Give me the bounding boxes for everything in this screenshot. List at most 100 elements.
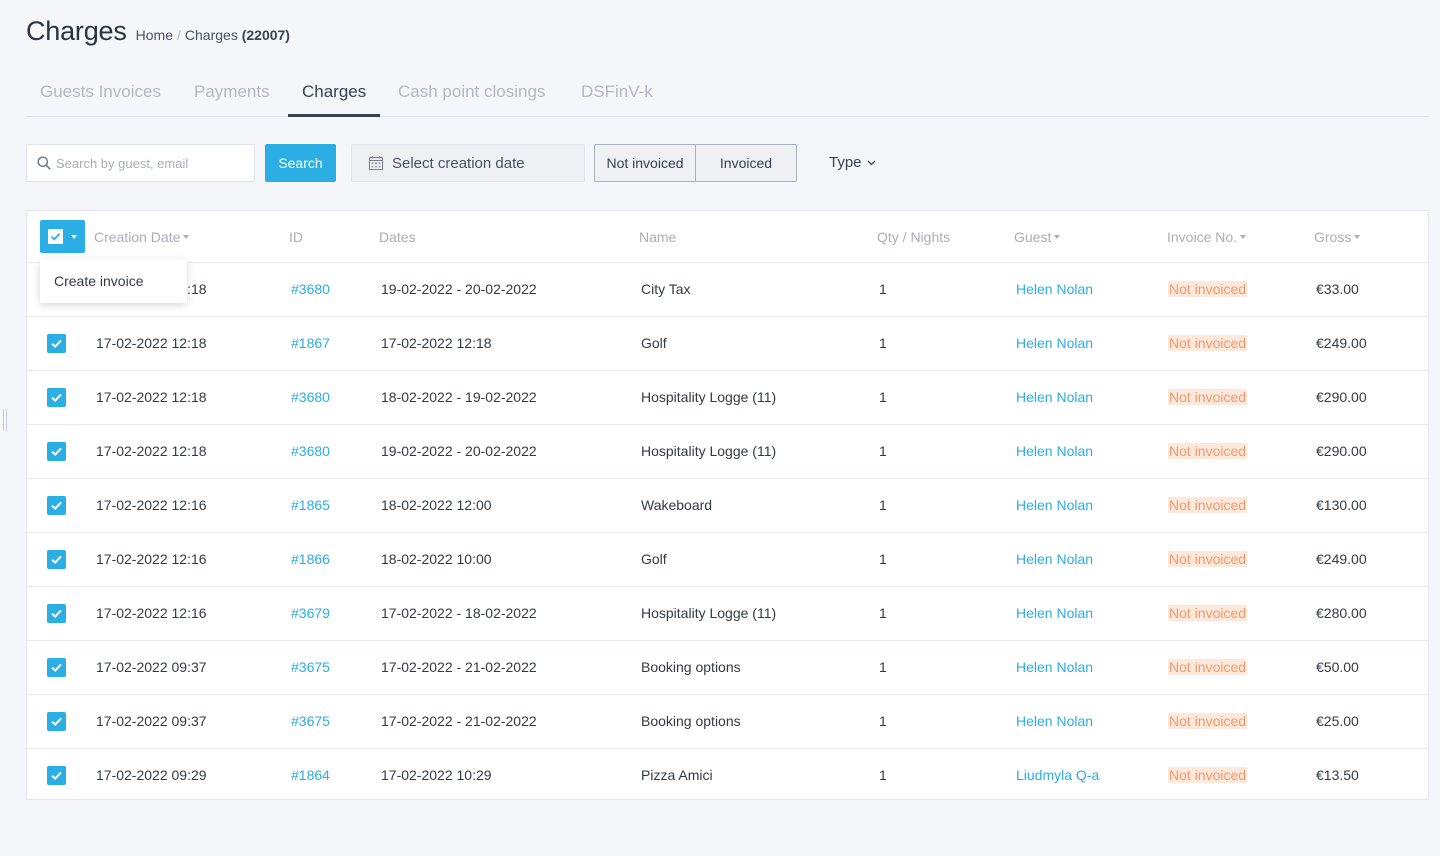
page-header: Charges Home / Charges (22007): [26, 16, 290, 47]
cell-dates: 17-02-2022 - 18-02-2022: [381, 605, 537, 621]
search-button[interactable]: Search: [265, 144, 336, 182]
cell-name: Golf: [641, 551, 667, 567]
cell-guest-link[interactable]: Helen Nolan: [1016, 335, 1094, 351]
cell-id-link[interactable]: #3680: [291, 281, 330, 297]
cell-guest-link[interactable]: Helen Nolan: [1016, 551, 1094, 567]
tab-dsfinv-k[interactable]: DSFinV-k: [581, 82, 653, 101]
status-badge: Not invoiced: [1168, 605, 1248, 621]
cell-id-link[interactable]: #1867: [291, 335, 330, 351]
cell-gross: €50.00: [1316, 659, 1359, 675]
cell-name: Hospitality Logge (11): [641, 605, 777, 621]
cell-id-link[interactable]: #3679: [291, 605, 330, 621]
breadcrumb-home[interactable]: Home: [135, 27, 174, 43]
cell-invoice-status: Not invoiced: [1168, 281, 1248, 297]
cell-id-link[interactable]: #1866: [291, 551, 330, 567]
cell-qty: 1: [879, 389, 887, 405]
filter-invoiced-button[interactable]: Invoiced: [696, 144, 797, 182]
cell-id-link[interactable]: #3680: [291, 389, 330, 405]
column-label: Qty / Nights: [877, 229, 951, 245]
filter-not-invoiced-button[interactable]: Not invoiced: [594, 144, 696, 182]
cell-guest-link[interactable]: Helen Nolan: [1016, 497, 1094, 513]
sort-caret-icon: [183, 235, 190, 239]
cell-id-link[interactable]: #3680: [291, 443, 330, 459]
invoice-status-filter: Not invoiced Invoiced: [594, 144, 797, 182]
type-dropdown[interactable]: Type: [829, 154, 876, 171]
column-header-invoice-no[interactable]: Invoice No.: [1167, 229, 1247, 245]
row-checkbox[interactable]: [47, 766, 66, 785]
row-checkbox[interactable]: [47, 388, 66, 407]
table-row: 17-02-2022 12:16 #1866 18-02-2022 10:00 …: [27, 533, 1428, 587]
row-checkbox[interactable]: [47, 496, 66, 515]
status-badge: Not invoiced: [1168, 659, 1248, 675]
resize-handle[interactable]: [3, 409, 7, 431]
row-checkbox[interactable]: [47, 712, 66, 731]
cell-creation-date: 17-02-2022 09:37: [96, 713, 207, 729]
cell-guest-link[interactable]: Helen Nolan: [1016, 659, 1094, 675]
row-checkbox[interactable]: [47, 604, 66, 623]
cell-gross: €290.00: [1316, 389, 1367, 405]
create-invoice-menu-item[interactable]: Create invoice: [54, 273, 144, 289]
bulk-actions-menu: Create invoice: [40, 259, 187, 303]
table-row: 17-02-2022 09:37 #3675 17-02-2022 - 21-0…: [27, 695, 1428, 749]
cell-qty: 1: [879, 713, 887, 729]
table-row: 17-02-2022 12:16 #3679 17-02-2022 - 18-0…: [27, 587, 1428, 641]
column-header-gross[interactable]: Gross: [1314, 229, 1361, 245]
cell-gross: €290.00: [1316, 443, 1367, 459]
cell-guest-link[interactable]: Helen Nolan: [1016, 389, 1094, 405]
cell-gross: €13.50: [1316, 767, 1359, 783]
cell-dates: 17-02-2022 12:18: [381, 335, 492, 351]
check-icon: [51, 447, 62, 457]
cell-gross: €130.00: [1316, 497, 1367, 513]
cell-guest-link[interactable]: Helen Nolan: [1016, 443, 1094, 459]
cell-creation-date: 17-02-2022 12:18: [96, 443, 207, 459]
cell-guest-link[interactable]: Helen Nolan: [1016, 281, 1094, 297]
chevron-down-icon: [867, 160, 875, 165]
tab-cash-point-closings[interactable]: Cash point closings: [398, 82, 546, 101]
status-badge: Not invoiced: [1168, 443, 1248, 459]
tab-guests-invoices[interactable]: Guests Invoices: [40, 82, 161, 101]
cell-creation-date: 17-02-2022 12:16: [96, 605, 207, 621]
bulk-select-button[interactable]: [40, 220, 85, 253]
tab-payments[interactable]: Payments: [194, 82, 270, 101]
filter-toolbar: Search Select creation date Not invoiced…: [0, 144, 1440, 182]
row-checkbox[interactable]: [47, 658, 66, 677]
breadcrumb-count: (22007): [241, 27, 290, 43]
cell-name: City Tax: [641, 281, 691, 297]
table-row: 17-02-2022 12:16 #1865 18-02-2022 12:00 …: [27, 479, 1428, 533]
column-label: Name: [639, 229, 677, 245]
row-checkbox[interactable]: [47, 334, 66, 353]
page-title: Charges: [26, 16, 127, 46]
search-input[interactable]: [56, 145, 251, 181]
column-label: ID: [289, 229, 303, 245]
row-checkbox[interactable]: [47, 550, 66, 569]
cell-id-link[interactable]: #1864: [291, 767, 330, 783]
cell-invoice-status: Not invoiced: [1168, 389, 1248, 405]
cell-name: Hospitality Logge (11): [641, 443, 777, 459]
cell-gross: €249.00: [1316, 551, 1367, 567]
cell-guest-link[interactable]: Helen Nolan: [1016, 713, 1094, 729]
cell-invoice-status: Not invoiced: [1168, 335, 1248, 351]
cell-invoice-status: Not invoiced: [1168, 443, 1248, 459]
cell-invoice-status: Not invoiced: [1168, 551, 1248, 567]
status-badge: Not invoiced: [1168, 335, 1248, 351]
cell-id-link[interactable]: #3675: [291, 659, 330, 675]
cell-qty: 1: [879, 443, 887, 459]
tab-charges[interactable]: Charges: [288, 70, 381, 117]
row-checkbox[interactable]: [47, 442, 66, 461]
cell-qty: 1: [879, 659, 887, 675]
cell-dates: 18-02-2022 12:00: [381, 497, 492, 513]
column-header-guest[interactable]: Guest: [1014, 229, 1061, 245]
cell-name: Booking options: [641, 659, 741, 675]
column-header-creation-date[interactable]: Creation Date: [94, 229, 190, 245]
cell-gross: €25.00: [1316, 713, 1359, 729]
cell-id-link[interactable]: #3675: [291, 713, 330, 729]
sort-caret-icon: [1240, 235, 1247, 239]
cell-id-link[interactable]: #1865: [291, 497, 330, 513]
cell-guest-link[interactable]: Liudmyla Q-a: [1016, 767, 1100, 783]
breadcrumb-separator: /: [177, 27, 181, 43]
cell-guest-link[interactable]: Helen Nolan: [1016, 605, 1094, 621]
creation-date-picker[interactable]: Select creation date: [351, 144, 585, 182]
column-label: Creation Date: [94, 229, 181, 245]
sort-caret-icon: [1054, 235, 1061, 239]
cell-invoice-status: Not invoiced: [1168, 767, 1248, 783]
